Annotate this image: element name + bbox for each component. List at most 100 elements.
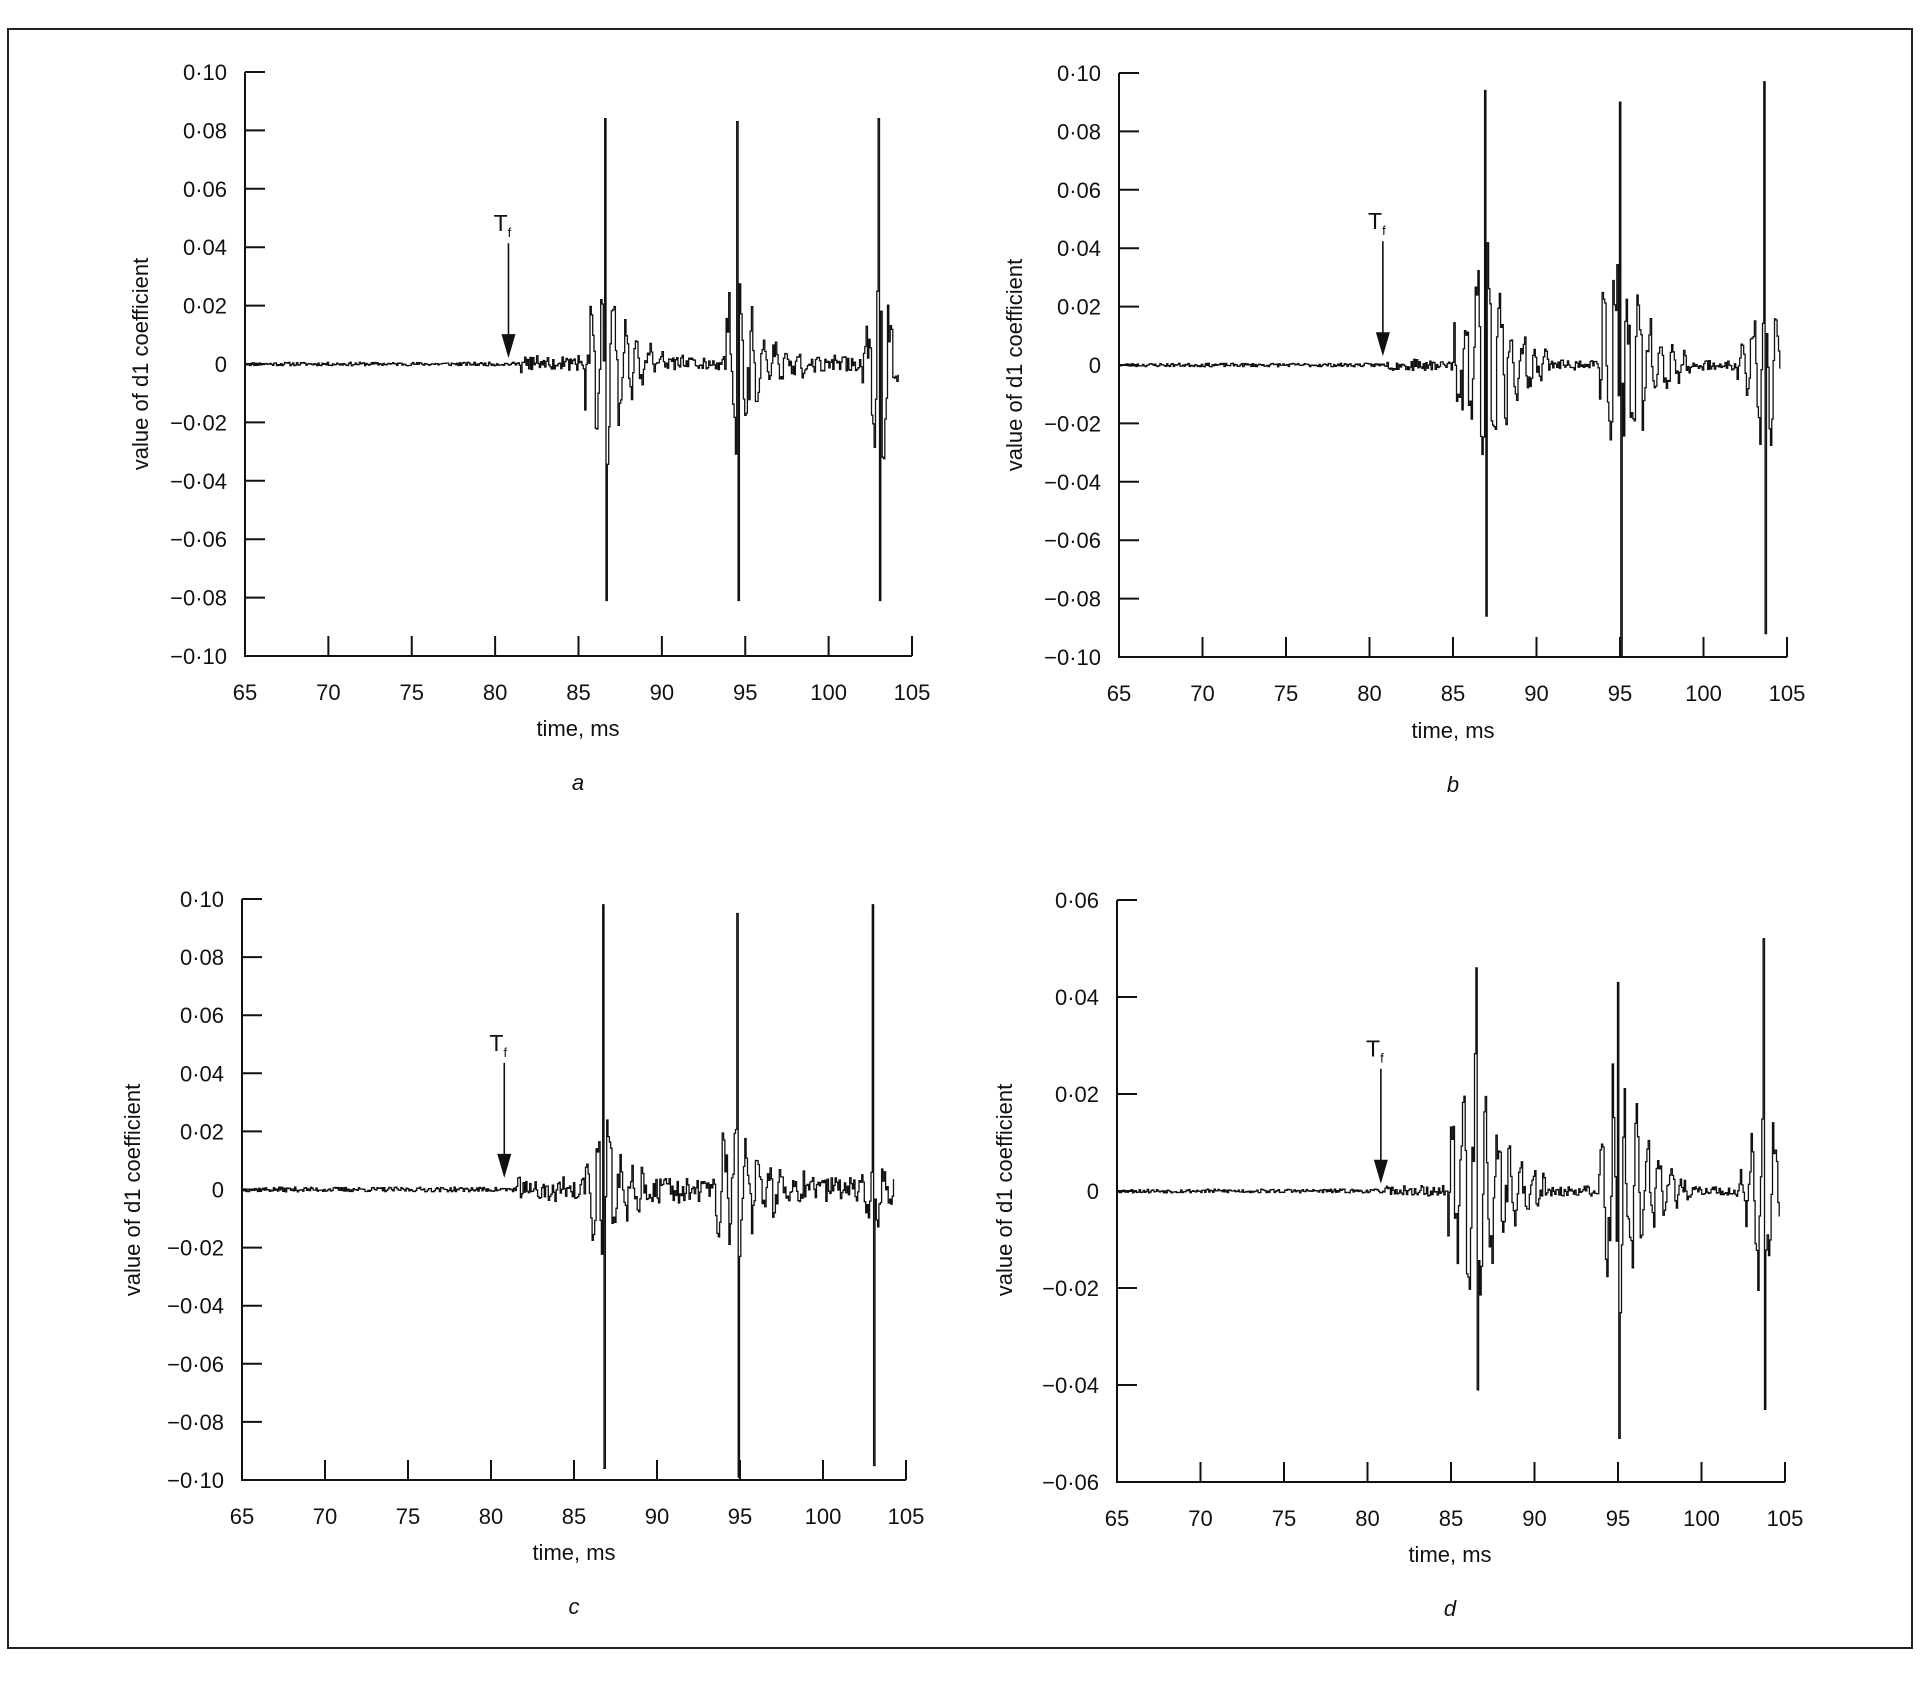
down-arrow-icon [1373,1159,1388,1184]
x-tick-label: 95 [1608,681,1632,706]
y-tick-label: −0·04 [1042,1373,1099,1398]
x-tick-label: 80 [1355,1506,1379,1531]
x-tick-label: 80 [1357,681,1381,706]
x-tick-label: 65 [230,1504,254,1529]
y-tick-label: 0·02 [1055,1082,1099,1107]
y-tick-label: −0·10 [1044,645,1101,670]
x-tick-label: 65 [1105,1506,1129,1531]
x-tick-label: 85 [566,680,590,705]
y-tick-label: 0 [215,352,227,377]
y-tick-label: −0·08 [170,586,227,611]
x-tick-label: 100 [805,1504,842,1529]
y-tick-label: −0·06 [1042,1470,1099,1495]
y-axis-title: value of d1 coefficient [120,1084,145,1296]
y-tick-label: 0·08 [180,945,224,970]
x-tick-label: 105 [888,1504,925,1529]
down-arrow-icon [501,334,516,359]
y-tick-label: 0 [1087,1179,1099,1204]
y-axis-title: value of d1 coefficient [1002,259,1027,471]
x-tick-label: 65 [1107,681,1131,706]
y-tick-label: 0·04 [1055,985,1099,1010]
x-tick-label: 70 [1188,1506,1212,1531]
x-tick-label: 80 [483,680,507,705]
down-arrow-icon [497,1153,512,1178]
x-tick-label: 90 [645,1504,669,1529]
chart-panel-d: value of d1 coefficient time, ms d −0·06… [992,888,1803,1621]
x-tick-label: 100 [1685,681,1722,706]
tf-annotation-label: Tf [494,210,512,240]
y-tick-label: −0·02 [167,1236,224,1261]
x-tick-label: 105 [894,680,931,705]
y-tick-label: −0·04 [170,469,227,494]
x-tick-label: 90 [1522,1506,1546,1531]
y-tick-label: −0·08 [167,1410,224,1435]
x-tick-label: 80 [479,1504,503,1529]
tf-annotation-label: Tf [1368,208,1386,238]
y-tick-label: 0·06 [1055,888,1099,913]
y-tick-label: 0·10 [183,60,227,85]
x-tick-label: 90 [650,680,674,705]
x-tick-label: 100 [810,680,847,705]
x-tick-label: 95 [733,680,757,705]
y-axis-title: value of d1 coefficient [992,1084,1017,1296]
y-tick-label: 0·04 [1057,236,1101,261]
y-tick-label: 0·06 [183,177,227,202]
signal-trace [242,904,895,1478]
y-tick-label: 0·06 [180,1003,224,1028]
y-tick-label: 0·02 [180,1119,224,1144]
x-axis-title: time, ms [1411,718,1494,743]
signal-trace [245,118,899,602]
y-tick-label: −0·10 [170,644,227,669]
y-tick-label: 0·02 [183,294,227,319]
y-tick-label: −0·04 [167,1294,224,1319]
y-tick-label: −0·10 [167,1468,224,1493]
y-tick-label: 0·10 [180,887,224,912]
x-tick-label: 105 [1767,1506,1804,1531]
tf-annotation-label: Tf [1366,1036,1384,1066]
y-tick-label: 0·06 [1057,178,1101,203]
y-tick-label: −0·02 [1042,1276,1099,1301]
x-tick-label: 70 [1190,681,1214,706]
panel-label: d [1444,1596,1457,1621]
chart-panel-b: value of d1 coefficient time, ms b −0·10… [1002,61,1805,797]
y-tick-label: 0·04 [183,235,227,260]
y-tick-label: 0 [212,1178,224,1203]
x-axis-title: time, ms [532,1540,615,1565]
chart-panel-c: value of d1 coefficient time, ms c −0·10… [120,887,924,1619]
panel-label: a [572,770,584,795]
x-tick-label: 75 [400,680,424,705]
x-tick-label: 70 [316,680,340,705]
figure-frame [7,28,1913,1649]
tf-annotation-label: Tf [489,1030,507,1060]
panel-label: b [1447,772,1459,797]
y-tick-label: 0·08 [183,118,227,143]
y-tick-label: −0·06 [1044,528,1101,553]
signal-trace [1119,81,1781,658]
signal-trace [1117,938,1780,1439]
y-axis-title: value of d1 coefficient [128,258,153,470]
y-tick-label: 0·02 [1057,295,1101,320]
x-tick-label: 85 [1439,1506,1463,1531]
y-tick-label: 0·04 [180,1061,224,1086]
y-tick-label: −0·06 [170,527,227,552]
x-tick-label: 85 [1441,681,1465,706]
x-axis-title: time, ms [536,716,619,741]
chart-panel-a: value of d1 coefficient time, ms a −0·10… [128,60,930,795]
x-tick-label: 70 [313,1504,337,1529]
y-tick-label: −0·04 [1044,470,1101,495]
x-tick-label: 100 [1683,1506,1720,1531]
x-tick-label: 95 [1606,1506,1630,1531]
x-tick-label: 65 [233,680,257,705]
y-tick-label: −0·02 [1044,411,1101,436]
x-tick-label: 105 [1769,681,1806,706]
y-tick-label: 0·10 [1057,61,1101,86]
down-arrow-icon [1375,332,1390,357]
y-tick-label: 0·08 [1057,119,1101,144]
x-tick-label: 75 [1274,681,1298,706]
y-tick-label: 0 [1089,353,1101,378]
panel-label: c [569,1594,580,1619]
x-axis-title: time, ms [1408,1542,1491,1567]
y-tick-label: −0·06 [167,1352,224,1377]
x-tick-label: 75 [396,1504,420,1529]
